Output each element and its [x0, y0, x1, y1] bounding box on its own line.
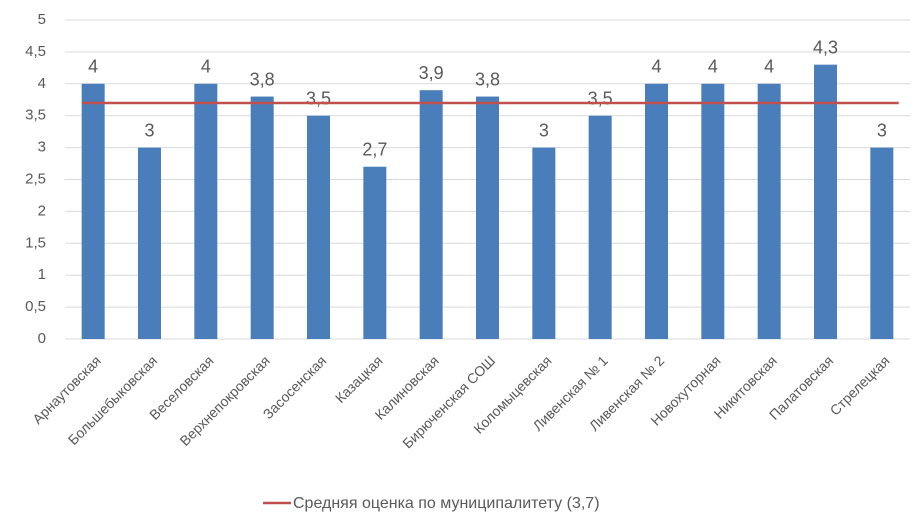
bar — [588, 115, 612, 339]
bar — [81, 83, 105, 339]
legend-label: Средняя оценка по муниципалитету (3,7) — [293, 495, 600, 512]
bar — [870, 147, 894, 339]
data-label: 3,5 — [588, 88, 613, 108]
data-label: 4 — [764, 57, 774, 77]
data-label: 4 — [708, 57, 718, 77]
y-tick-label: 3,5 — [25, 107, 46, 124]
bar — [419, 90, 443, 340]
data-label: 4 — [88, 57, 98, 77]
bar — [138, 147, 161, 339]
x-tick-label: Бирюченская СОШ — [399, 352, 498, 451]
y-tick-label: 5 — [38, 11, 46, 28]
y-tick-label: 2,5 — [25, 170, 46, 187]
bar — [757, 83, 781, 339]
data-label: 4,3 — [813, 37, 838, 57]
data-label: 3,9 — [419, 63, 444, 83]
bar — [476, 96, 499, 339]
bar — [250, 96, 274, 339]
x-tick-label: Стрелецкая — [827, 352, 893, 418]
data-label: 3 — [877, 120, 887, 140]
bar — [532, 147, 556, 339]
y-tick-label: 1 — [38, 266, 46, 283]
y-tick-label: 1,5 — [25, 234, 46, 251]
data-label: 3,5 — [306, 88, 331, 108]
bar — [645, 83, 668, 339]
data-label: 3,8 — [475, 69, 500, 89]
y-tick-label: 2 — [38, 202, 46, 219]
data-label: 4 — [201, 57, 211, 77]
data-label: 3 — [144, 120, 154, 140]
bar — [194, 83, 218, 339]
y-tick-label: 0,5 — [25, 298, 46, 315]
x-tick-label: Казацкая — [332, 352, 386, 406]
data-label: 4 — [651, 57, 661, 77]
data-label: 3 — [539, 120, 549, 140]
bar — [814, 64, 837, 339]
bar — [307, 115, 330, 339]
data-label: 2,7 — [362, 139, 387, 159]
y-tick-label: 4 — [38, 75, 46, 92]
y-tick-label: 0 — [38, 330, 46, 347]
bar — [701, 83, 725, 339]
bar — [363, 166, 387, 339]
y-tick-label: 4,5 — [25, 43, 46, 60]
y-tick-label: 3 — [38, 139, 46, 156]
data-label: 3,8 — [250, 69, 275, 89]
